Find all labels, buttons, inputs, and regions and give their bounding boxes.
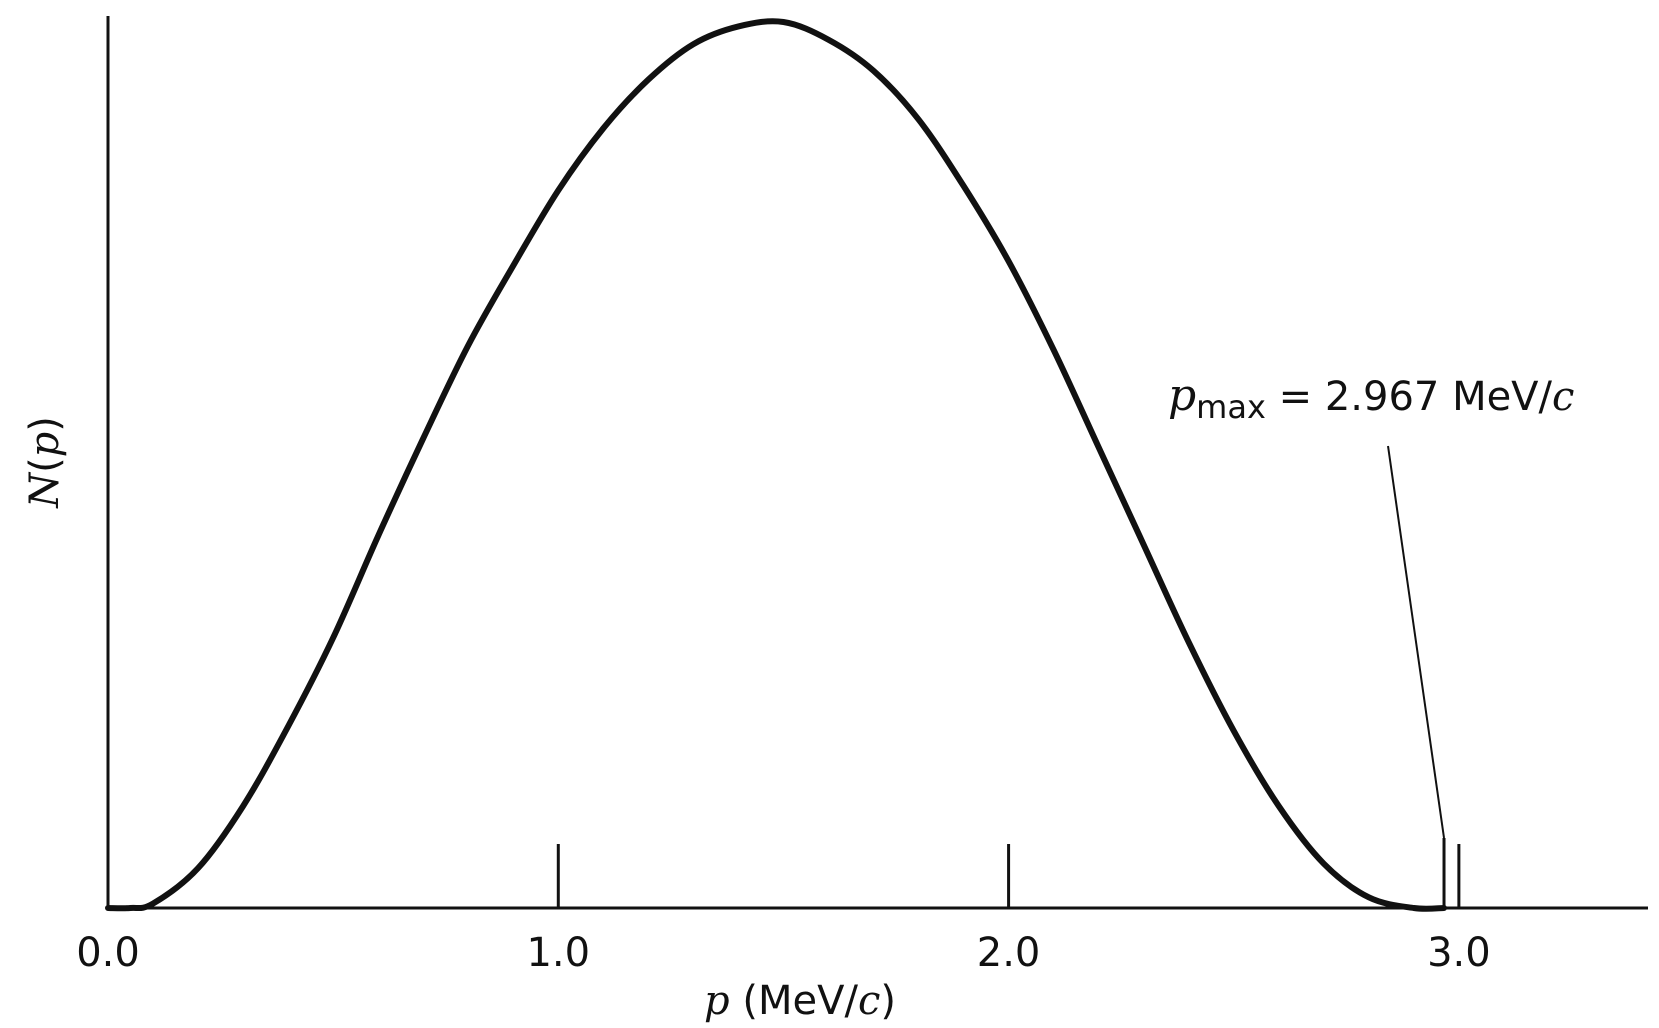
x-axis-label: p (MeV/c) [704, 978, 896, 1024]
x-axis-label-unit-open: (MeV/ [730, 978, 859, 1024]
x-axis-label-unit-close: ) [880, 978, 896, 1024]
annotation-unit-var-0: c [1552, 374, 1574, 420]
x-tick-labels: 0.0 1.0 2.0 3.0 [76, 930, 1491, 976]
x-ticks [556, 844, 1461, 908]
x-tick-label-3: 3.0 [1427, 930, 1491, 976]
annotation-var-0: p [1168, 370, 1196, 421]
x-axis-label-var: p [704, 978, 730, 1024]
x-tick-label-2: 2.0 [977, 930, 1041, 976]
y-axis-label: N(p) [22, 416, 68, 509]
y-axis-label-close: ) [22, 416, 68, 432]
annotation-leader-line-0 [1387, 445, 1446, 839]
annotation-sub-0: max [1196, 388, 1266, 426]
annotation-label-0: pmax = 2.967 MeV/c [1168, 370, 1574, 426]
series-group [105, 18, 1448, 912]
y-axis-label-open: ( [22, 457, 68, 473]
annotation-group: pmax = 2.967 MeV/c [1168, 370, 1574, 908]
x-tick-label-0: 0.0 [76, 930, 140, 976]
x-tick-label-1: 1.0 [526, 930, 590, 976]
y-axis-label-var: p [22, 432, 68, 458]
x-axis-label-unit-var: c [858, 978, 880, 1024]
annotation-text-0: = 2.967 MeV/ [1266, 374, 1553, 420]
series-line-0 [105, 18, 1448, 912]
axes [106, 16, 1648, 910]
y-axis-label-func: N [22, 471, 68, 509]
